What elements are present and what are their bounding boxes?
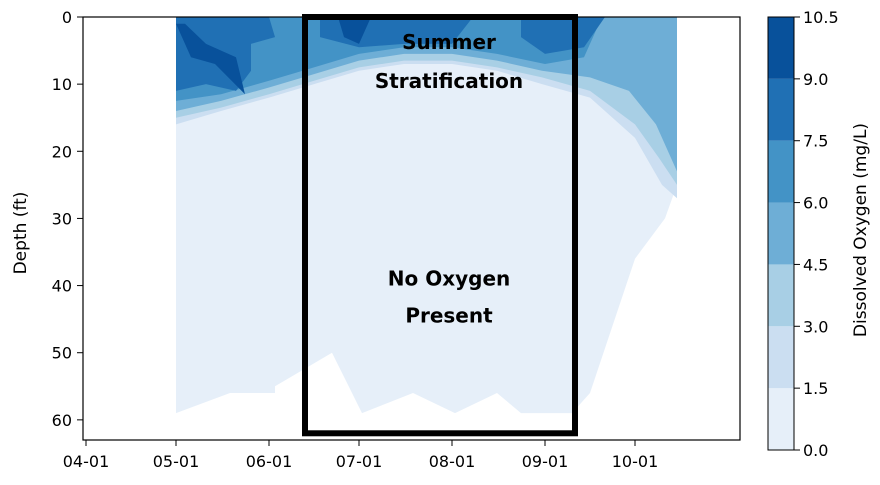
colorbar: 0.0 1.5 3.0 4.5 6.0 7.5 9.0 10.5 [767,8,839,460]
colorbar-tick-label: 9.0 [803,70,828,89]
annotation-0-line-0: Summer [402,30,496,54]
contour-band-0 [176,17,677,414]
y-tick-label: 50 [52,344,72,363]
contour-band-4 [176,17,602,101]
x-tick-label: 07-01 [336,452,383,471]
colorbar-segment-6 [768,17,794,79]
summer-annotation-box [302,14,578,437]
colorbar-tick-label: 3.0 [803,317,828,336]
contour-band-10 [458,319,491,340]
colorbar-segment-1 [768,326,794,389]
y-tick-label: 0 [62,8,72,27]
annotation-0-line-1: Stratification [375,69,523,93]
colorbar-segment-0 [768,388,794,450]
x-tick-label: 09-01 [522,452,569,471]
colorbar-segment-3 [768,202,794,265]
y-axis: 0 10 20 30 40 50 60 [52,8,83,430]
annotation-1-line-1: Present [405,304,493,328]
x-tick-label: 04-01 [63,452,110,471]
contour-band-9 [338,17,371,44]
plot-area: Summer Stratification No Oxygen Present [82,14,741,441]
annotation-1-line-0: No Oxygen [388,267,511,291]
colorbar-tick-label: 6.0 [803,194,828,213]
y-tick-label: 40 [52,277,72,296]
colorbar-segment-5 [768,78,794,141]
x-tick-label: 06-01 [246,452,293,471]
colorbar-segment-2 [768,264,794,327]
colorbar-frame [767,16,795,451]
colorbar-tick-label: 1.5 [803,379,828,398]
y-tick-label: 60 [52,411,72,430]
colorbar-tick-label: 10.5 [803,8,839,27]
y-axis-label: Depth (ft) [11,192,31,275]
colorbar-tick-label: 7.5 [803,132,828,151]
colorbar-label: Dissolved Oxygen (mg/L) [851,123,871,337]
x-tick-label: 08-01 [429,452,476,471]
y-tick-label: 20 [52,142,72,161]
y-tick-label: 30 [52,209,72,228]
colorbar-tick-label: 0.0 [803,441,828,460]
x-axis: 04-01 05-01 06-01 07-01 08-01 09-01 10-01 [63,440,659,471]
colorbar-tick-label: 4.5 [803,255,828,274]
x-tick-label: 05-01 [153,452,200,471]
colorbar-segment-4 [768,140,794,203]
contour-band-8 [176,23,245,95]
y-tick-label: 10 [52,75,72,94]
x-tick-label: 10-01 [612,452,659,471]
contour-band-7 [521,17,605,54]
